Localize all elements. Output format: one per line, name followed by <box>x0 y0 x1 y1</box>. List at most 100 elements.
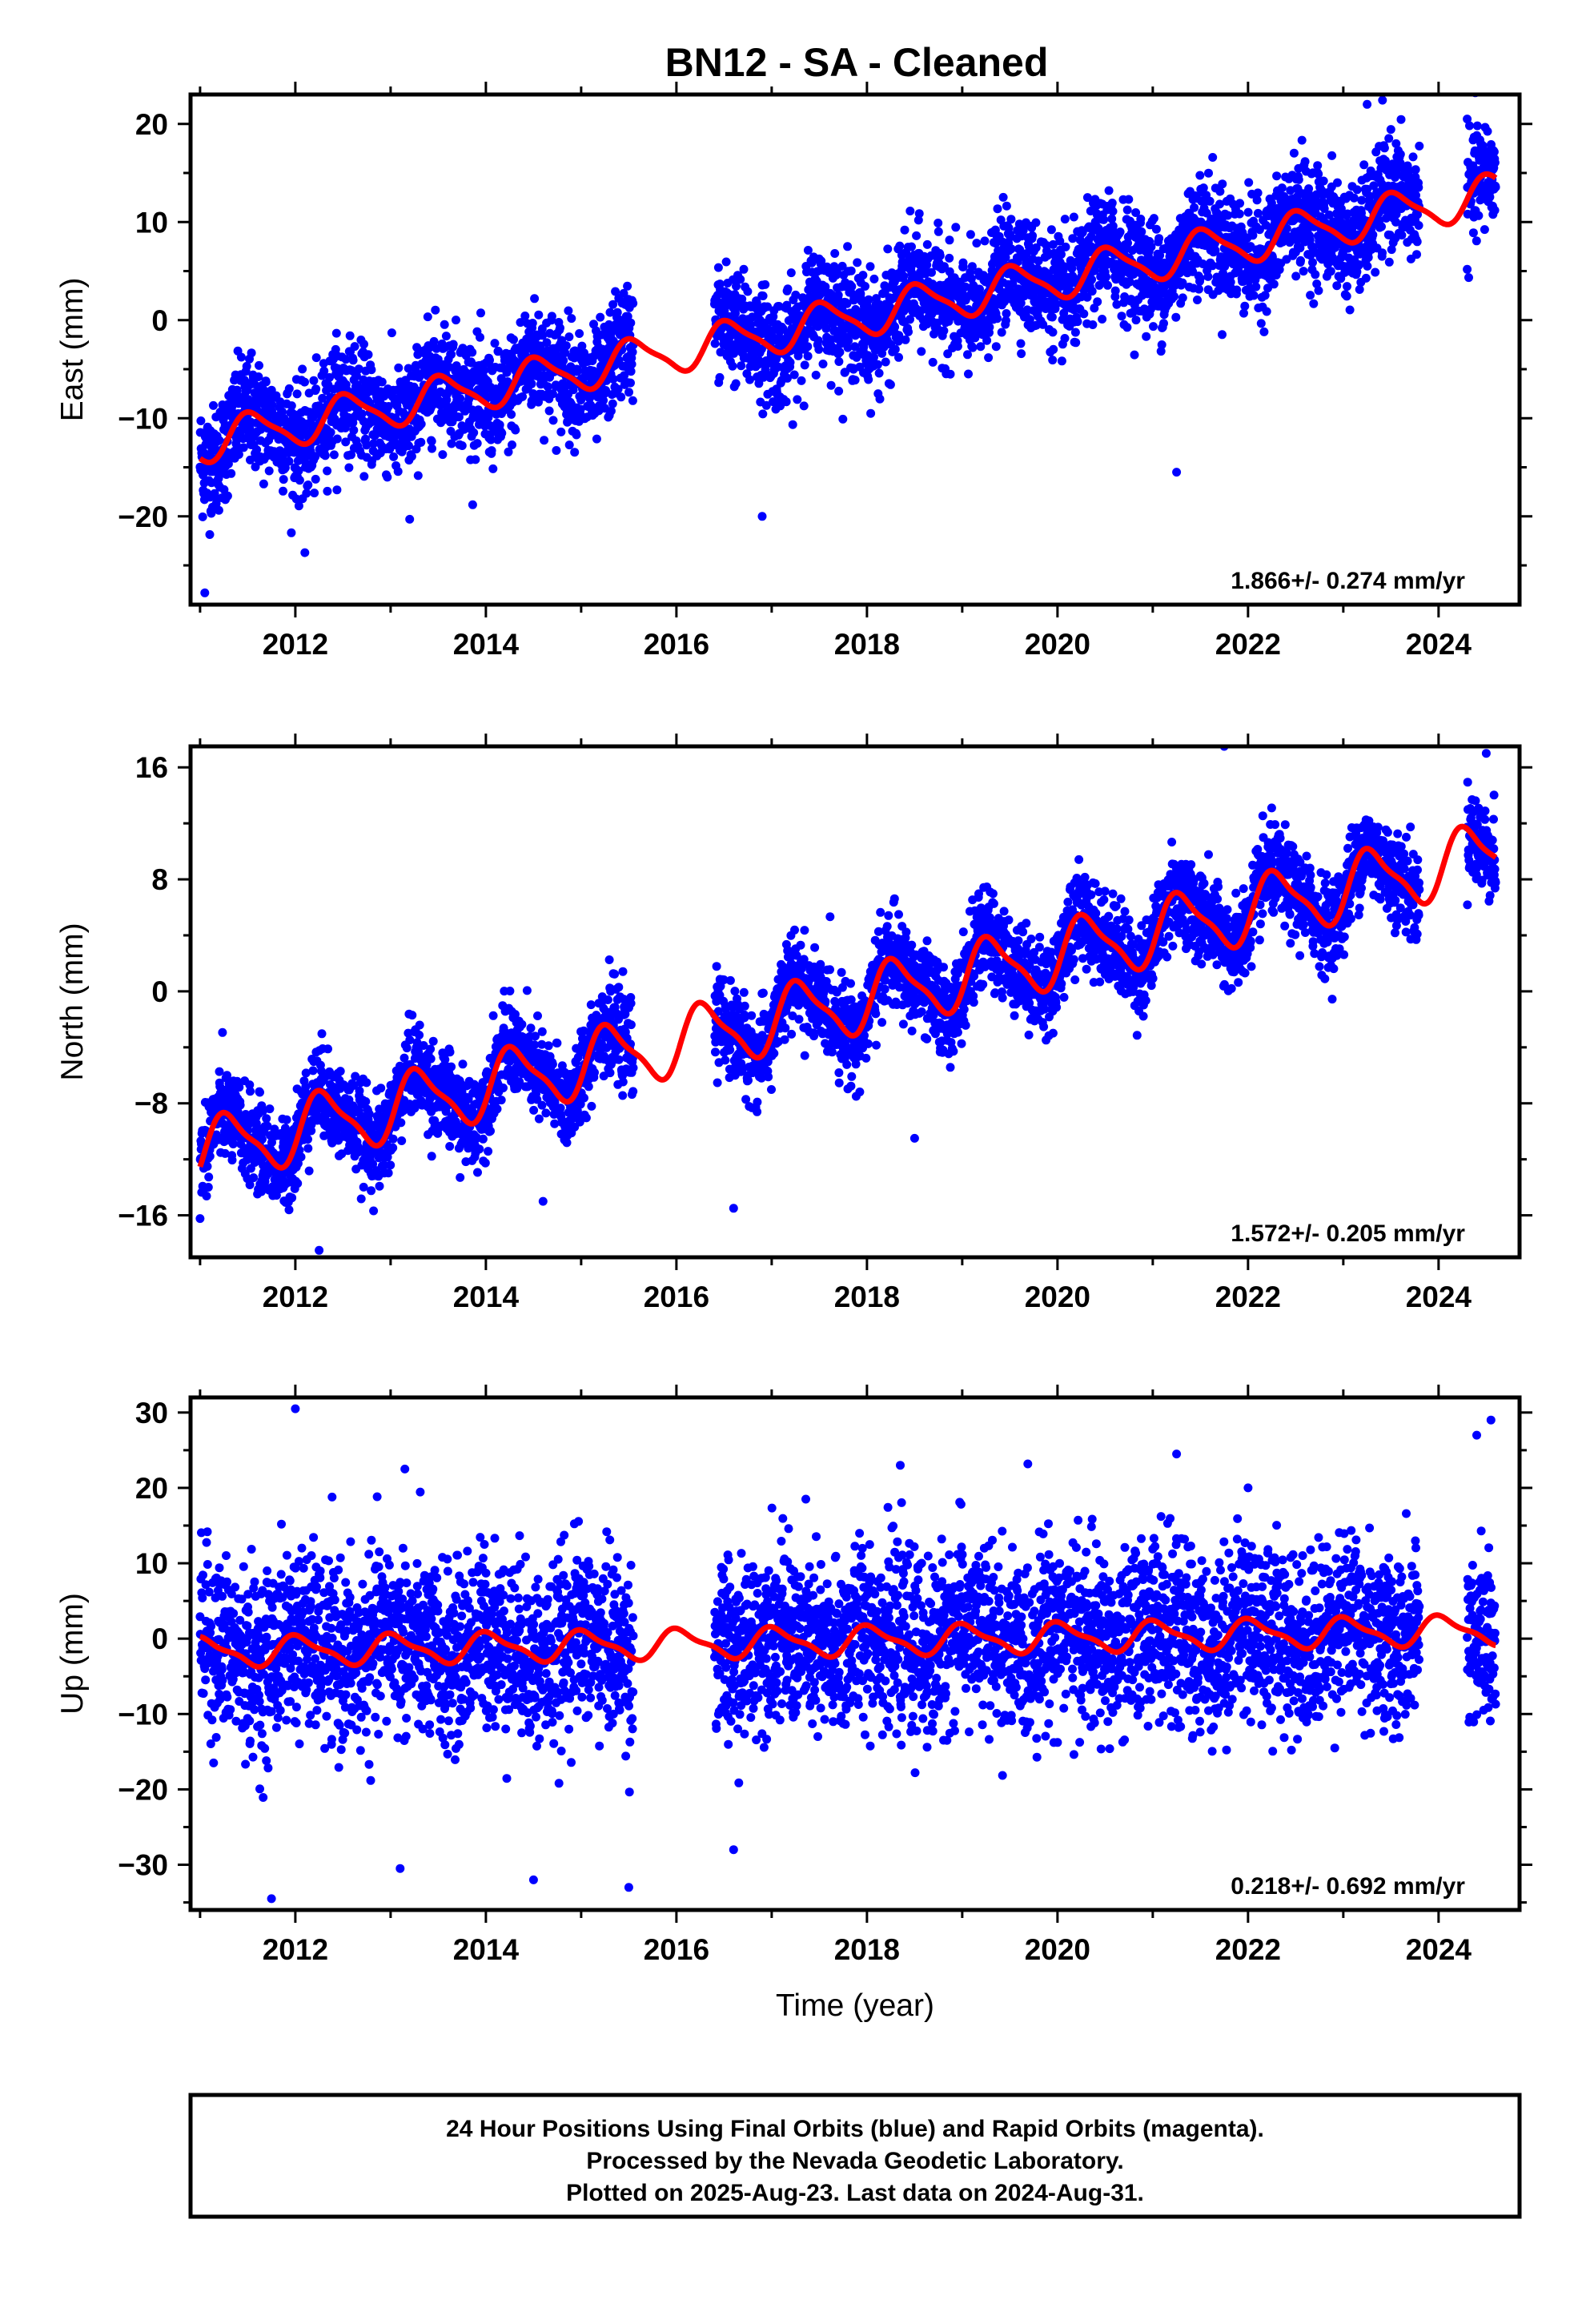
data-point <box>972 239 982 248</box>
data-point <box>507 410 516 419</box>
data-point <box>628 299 638 308</box>
data-point <box>1384 134 1394 143</box>
data-point <box>875 394 885 404</box>
data-point <box>1017 349 1026 359</box>
data-point <box>843 242 853 251</box>
data-point <box>739 264 749 274</box>
data-point <box>1415 141 1424 151</box>
data-point <box>963 350 972 360</box>
data-point <box>511 425 520 435</box>
data-point <box>280 463 290 472</box>
data-point <box>1378 95 1387 105</box>
data-point <box>1472 236 1481 246</box>
data-point <box>721 257 731 267</box>
data-point <box>953 342 962 351</box>
data-point <box>1122 323 1132 332</box>
data-point <box>737 361 746 371</box>
data-point <box>1345 305 1355 315</box>
data-point <box>303 1135 312 1144</box>
data-point <box>1117 312 1126 321</box>
data-point <box>885 380 895 389</box>
data-point <box>627 360 636 369</box>
data-point <box>508 440 516 449</box>
data-point <box>1171 312 1181 322</box>
data-point <box>1333 178 1342 187</box>
data-point <box>1463 264 1472 274</box>
data-point <box>452 316 460 325</box>
data-point <box>509 335 518 344</box>
data-point <box>329 450 339 460</box>
data-point <box>576 404 585 414</box>
data-point <box>1218 330 1227 340</box>
data-point <box>1249 291 1259 300</box>
data-point <box>1002 201 1011 211</box>
data-point <box>1291 271 1301 281</box>
data-point <box>1159 319 1168 328</box>
data-point <box>866 408 876 418</box>
data-point <box>997 328 1006 337</box>
data-point <box>1244 178 1254 187</box>
data-point <box>1107 199 1117 207</box>
data-point <box>1193 296 1202 304</box>
data-point <box>350 342 359 352</box>
data-point <box>991 342 1001 352</box>
data-point <box>724 289 733 299</box>
data-point <box>732 281 741 291</box>
data-point <box>284 384 294 393</box>
data-point <box>429 336 439 346</box>
data-point <box>1371 267 1380 277</box>
data-point <box>1048 328 1058 337</box>
data-point <box>901 335 910 344</box>
data-point <box>1122 205 1132 215</box>
data-point <box>1361 273 1371 283</box>
data-point <box>265 1104 275 1114</box>
data-point <box>914 209 924 219</box>
data-point <box>202 1192 211 1200</box>
data-point <box>789 370 799 380</box>
data-point <box>1079 309 1089 319</box>
data-point <box>359 340 368 349</box>
data-point <box>547 312 556 321</box>
data-point <box>842 299 852 308</box>
data-point <box>1204 168 1213 178</box>
data-point <box>363 350 373 360</box>
data-point <box>1363 261 1372 271</box>
data-point <box>945 253 954 263</box>
x-tick-label: 2012 <box>263 628 328 661</box>
data-point <box>227 1156 237 1165</box>
data-point <box>1240 301 1250 311</box>
data-point <box>447 439 456 448</box>
data-point <box>480 365 489 375</box>
data-point <box>536 341 545 351</box>
data-point <box>874 368 884 378</box>
data-point <box>803 352 813 361</box>
data-point <box>383 472 392 482</box>
data-point <box>332 485 342 495</box>
data-point <box>1414 221 1423 230</box>
data-point <box>294 501 303 511</box>
data-point <box>259 479 268 489</box>
data-point <box>287 528 296 537</box>
data-point <box>1412 237 1422 247</box>
data-point <box>1474 211 1484 220</box>
data-point <box>468 348 477 357</box>
data-point <box>797 376 806 385</box>
data-point <box>838 414 848 424</box>
data-point <box>488 464 498 473</box>
data-point <box>1070 328 1080 337</box>
data-point <box>527 379 536 388</box>
data-point <box>1408 152 1418 162</box>
data-point <box>468 500 477 509</box>
data-point <box>905 207 915 215</box>
data-point <box>377 377 387 387</box>
data-point <box>205 530 215 539</box>
east-panel: 2012 2014 2016 2018 2020 2022 202420100−10−20E… <box>55 82 1532 661</box>
data-point <box>1104 186 1114 195</box>
data-point <box>287 1193 297 1203</box>
data-point <box>349 425 359 435</box>
data-point <box>367 365 376 375</box>
data-point <box>476 308 485 318</box>
data-point <box>476 332 484 342</box>
data-point <box>731 308 740 318</box>
data-point <box>564 306 573 316</box>
